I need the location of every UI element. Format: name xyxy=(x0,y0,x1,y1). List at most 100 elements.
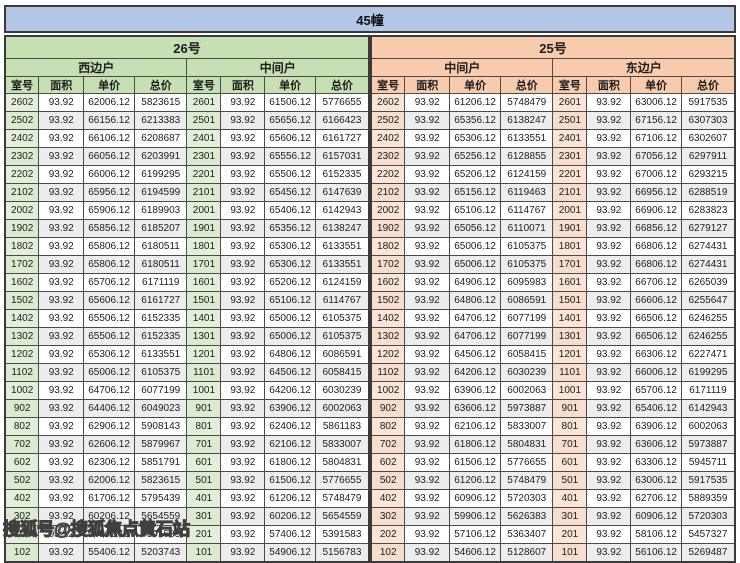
cell-total-price: 5748479 xyxy=(314,489,370,508)
cell-room-number: 1502 xyxy=(370,291,406,310)
table-row: 602 93.92 62306.12 5851791 601 93.92 61806.12 5… xyxy=(4,453,370,472)
table-row: 1602 93.92 65706.12 6171119 1601 93.92 65206.1… xyxy=(4,273,370,292)
cell-room-number: 601 xyxy=(552,453,588,472)
cell-area: 93.92 xyxy=(404,417,451,436)
cell-total-price: 6307303 xyxy=(680,111,736,130)
column-header: 面积 xyxy=(220,76,266,94)
cell-total-price: 6157031 xyxy=(314,147,370,166)
cell-area: 93.92 xyxy=(38,219,85,238)
cell-area: 93.92 xyxy=(404,543,451,563)
table-row: 2202 93.92 65206.12 6124159 2201 93.92 67006.1… xyxy=(370,165,736,184)
cell-total-price: 5804831 xyxy=(314,453,370,472)
cell-unit-price: 65056.12 xyxy=(449,219,502,238)
cell-area: 93.92 xyxy=(38,111,85,130)
cell-area: 93.92 xyxy=(220,309,266,328)
cell-area: 93.92 xyxy=(404,237,451,256)
cell-unit-price: 67106.12 xyxy=(630,129,682,148)
column-header: 面积 xyxy=(404,76,451,94)
cell-unit-price: 67006.12 xyxy=(630,165,682,184)
cell-total-price: 6180511 xyxy=(134,255,188,274)
cell-unit-price: 66606.12 xyxy=(630,291,682,310)
table-row: 402 93.92 60906.12 5720303 401 93.92 62706.12 5… xyxy=(370,489,736,508)
cell-total-price: 6279127 xyxy=(680,219,736,238)
table-row: 2402 93.92 65306.12 6133551 2401 93.92 67106.1… xyxy=(370,129,736,148)
cell-unit-price: 61506.12 xyxy=(449,453,502,472)
cell-room-number: 402 xyxy=(4,489,40,508)
cell-unit-price: 65806.12 xyxy=(83,255,136,274)
cell-area: 93.92 xyxy=(586,525,632,544)
cell-unit-price: 65406.12 xyxy=(264,201,316,220)
column-header: 总价 xyxy=(680,76,736,94)
cell-unit-price: 65556.12 xyxy=(264,147,316,166)
cell-area: 93.92 xyxy=(404,327,451,346)
cell-area: 93.92 xyxy=(38,93,85,112)
cell-area: 93.92 xyxy=(404,309,451,328)
cell-room-number: 1902 xyxy=(370,219,406,238)
cell-total-price: 6133551 xyxy=(500,129,554,148)
cell-total-price: 6147639 xyxy=(314,183,370,202)
cell-unit-price: 64406.12 xyxy=(83,399,136,418)
cell-room-number: 1002 xyxy=(4,381,40,400)
cell-area: 93.92 xyxy=(586,345,632,364)
cell-unit-price: 65206.12 xyxy=(264,273,316,292)
cell-area: 93.92 xyxy=(38,309,85,328)
cell-total-price: 6161727 xyxy=(134,291,188,310)
cell-area: 93.92 xyxy=(586,471,632,490)
cell-unit-price: 65956.12 xyxy=(83,183,136,202)
cell-area: 93.92 xyxy=(404,129,451,148)
table-row: 702 93.92 62606.12 5879967 701 93.92 62106.12 5… xyxy=(4,435,370,454)
cell-unit-price: 63906.12 xyxy=(264,399,316,418)
cell-area: 93.92 xyxy=(586,111,632,130)
cell-area: 93.92 xyxy=(404,273,451,292)
cell-area: 93.92 xyxy=(38,291,85,310)
cell-unit-price: 60206.12 xyxy=(264,507,316,526)
cell-area: 93.92 xyxy=(586,255,632,274)
cell-unit-price: 65306.12 xyxy=(264,237,316,256)
cell-unit-price: 64506.12 xyxy=(264,363,316,382)
cell-area: 93.92 xyxy=(586,183,632,202)
cell-area: 93.92 xyxy=(38,255,85,274)
table-row: 302 93.92 60206.12 5654559 301 93.92 60206.12 5… xyxy=(4,507,370,526)
cell-area: 93.92 xyxy=(404,93,451,112)
cell-unit-price: 65506.12 xyxy=(264,165,316,184)
building-title: 45幢 xyxy=(4,5,736,33)
column-header: 总价 xyxy=(134,76,188,94)
cell-room-number: 301 xyxy=(186,507,222,526)
cell-room-number: 401 xyxy=(552,489,588,508)
cell-unit-price: 62906.12 xyxy=(83,417,136,436)
cell-room-number: 1101 xyxy=(186,363,222,382)
cell-room-number: 2501 xyxy=(552,111,588,130)
cell-area: 93.92 xyxy=(220,381,266,400)
table-row: 102 93.92 55406.12 5203743 101 93.92 54906.12 5… xyxy=(4,543,370,563)
cell-total-price: 5626383 xyxy=(500,507,554,526)
cell-unit-price: 66906.12 xyxy=(630,201,682,220)
cell-room-number: 401 xyxy=(186,489,222,508)
cell-area: 93.92 xyxy=(586,327,632,346)
cell-total-price: 6110071 xyxy=(500,219,554,238)
cell-unit-price: 61206.12 xyxy=(264,489,316,508)
cell-total-price: 6213383 xyxy=(134,111,188,130)
cell-area: 93.92 xyxy=(220,273,266,292)
cell-total-price: 6255647 xyxy=(680,291,736,310)
cell-room-number: 1902 xyxy=(4,219,40,238)
cell-total-price: 6227471 xyxy=(680,345,736,364)
cell-unit-price: 62706.12 xyxy=(630,489,682,508)
cell-room-number: 2501 xyxy=(186,111,222,130)
cell-unit-price: 60206.12 xyxy=(83,507,136,526)
cell-area: 93.92 xyxy=(404,507,451,526)
cell-area: 93.92 xyxy=(220,147,266,166)
cell-total-price: 6128855 xyxy=(500,147,554,166)
cell-unit-price: 62606.12 xyxy=(83,435,136,454)
cell-total-price: 5720303 xyxy=(680,507,736,526)
cell-total-price: 6142943 xyxy=(314,201,370,220)
cell-area: 93.92 xyxy=(38,273,85,292)
cell-room-number: 702 xyxy=(370,435,406,454)
cell-room-number: 1802 xyxy=(4,237,40,256)
section-header: 中间户 xyxy=(186,58,370,77)
cell-area: 93.92 xyxy=(586,399,632,418)
cell-unit-price: 54906.12 xyxy=(264,543,316,563)
cell-unit-price: 64906.12 xyxy=(449,273,502,292)
cell-total-price: 6124159 xyxy=(314,273,370,292)
cell-room-number: 2502 xyxy=(370,111,406,130)
table-row: 2402 93.92 66106.12 6208687 2401 93.92 65606.1… xyxy=(4,129,370,148)
